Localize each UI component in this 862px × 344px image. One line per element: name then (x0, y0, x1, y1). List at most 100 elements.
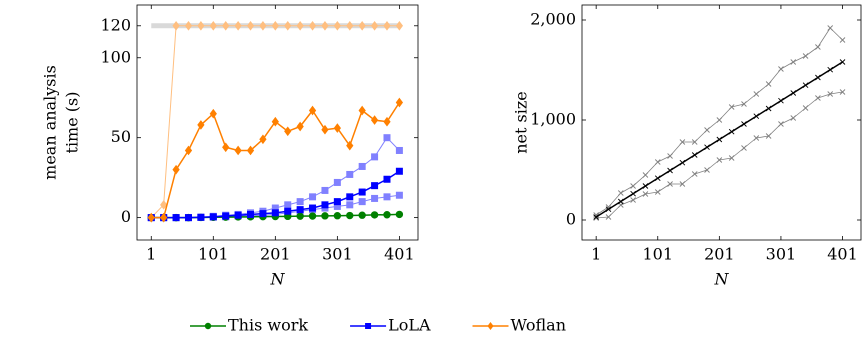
point (839, 89, 846, 95)
y-axis-label: mean analysis (41, 65, 60, 180)
point (321, 20, 329, 31)
point (309, 204, 317, 212)
plot (593, 25, 846, 221)
point (259, 134, 267, 145)
point (765, 105, 772, 112)
point (234, 145, 242, 156)
legend-marker (487, 322, 494, 330)
point (296, 20, 304, 31)
point (371, 194, 379, 202)
point (790, 59, 797, 65)
point (741, 101, 747, 107)
point (197, 20, 205, 31)
point (802, 105, 809, 111)
point (184, 20, 193, 31)
point (321, 124, 329, 135)
point (358, 105, 366, 116)
point (383, 175, 391, 183)
point (642, 172, 649, 178)
x-tick-label: 201 (704, 245, 735, 264)
point (728, 155, 735, 161)
point (790, 115, 797, 121)
point (778, 97, 784, 104)
point (383, 134, 391, 142)
point (815, 74, 821, 81)
point (827, 91, 834, 97)
point (209, 20, 217, 31)
point (679, 159, 686, 166)
x-tick-label: 401 (384, 245, 415, 264)
point (197, 213, 205, 221)
legend: This work LoLA Woflan (190, 316, 566, 335)
point (160, 199, 168, 210)
point (630, 183, 636, 189)
point (667, 153, 673, 159)
point (309, 193, 317, 201)
point (358, 20, 366, 31)
y-axis-label: time (s) (63, 92, 82, 154)
point (741, 145, 747, 151)
x-tick-label: 201 (260, 245, 291, 264)
point (605, 214, 612, 220)
point (246, 20, 255, 31)
point (321, 212, 329, 220)
point (234, 20, 242, 31)
legend-label: LoLA (388, 316, 431, 335)
point (654, 159, 661, 165)
point (630, 197, 636, 203)
point (222, 142, 230, 153)
point (371, 153, 379, 161)
y-tick-label: 100 (100, 47, 131, 66)
point (839, 37, 846, 43)
point (593, 214, 599, 220)
point (358, 188, 366, 196)
y-tick-label: 0 (121, 207, 131, 226)
y-tick-label: 1,000 (530, 110, 576, 129)
point (395, 191, 403, 199)
point (259, 20, 267, 31)
x-tick-label: 1 (146, 245, 156, 264)
point (358, 162, 366, 170)
point (271, 116, 279, 127)
point (209, 108, 217, 119)
point (222, 20, 230, 31)
point (704, 167, 710, 173)
point (630, 190, 636, 197)
point (728, 104, 735, 110)
point (333, 123, 341, 133)
x-tick-label: 1 (591, 245, 601, 264)
y-tick-label: 0 (566, 210, 576, 229)
point (346, 140, 354, 151)
point (716, 136, 723, 143)
y-axis-label: net size (512, 91, 531, 154)
point (333, 178, 341, 186)
point (395, 210, 404, 219)
axes-frame (136, 4, 419, 241)
point (370, 20, 379, 31)
point (346, 20, 354, 31)
point (383, 193, 391, 201)
point (160, 212, 168, 223)
point (765, 81, 772, 87)
x-axis-label: N (714, 270, 730, 289)
point (753, 113, 760, 120)
point (184, 145, 193, 156)
point (802, 82, 809, 89)
point (284, 20, 292, 31)
point (147, 212, 155, 223)
point (308, 20, 317, 31)
axes-frame (581, 4, 862, 241)
point (642, 183, 649, 189)
point (802, 53, 809, 59)
point (184, 214, 192, 222)
point (704, 144, 710, 151)
legend-marker (204, 322, 212, 330)
x-tick-label: 301 (766, 245, 797, 264)
point (383, 20, 391, 31)
point (395, 146, 403, 154)
point (321, 201, 329, 209)
x-tick-label: 401 (827, 245, 858, 264)
point (395, 20, 404, 31)
point (333, 212, 342, 220)
y-tick-label: 2,000 (530, 10, 576, 29)
